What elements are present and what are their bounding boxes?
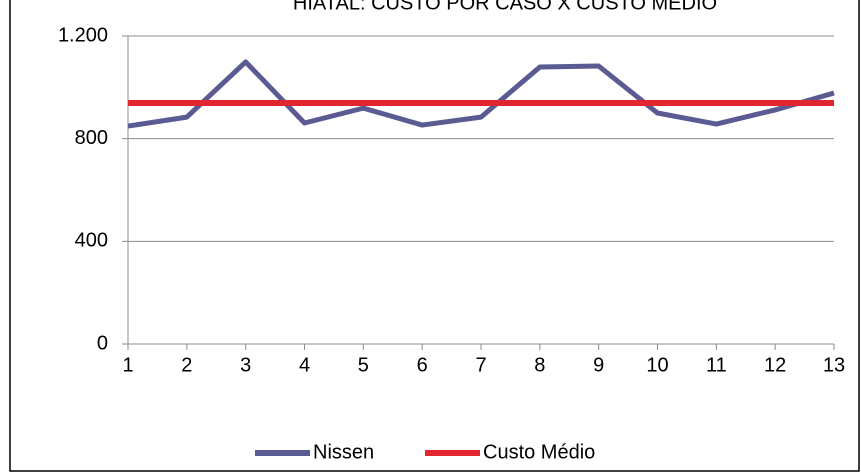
x-tick-label: 12 (764, 354, 786, 376)
x-tick-label: 7 (475, 354, 486, 376)
x-tick-label: 1 (122, 354, 133, 376)
y-tick-label: 400 (75, 230, 108, 252)
x-tick-label: 4 (299, 354, 310, 376)
x-tick-label: 2 (181, 354, 192, 376)
x-tick-label: 11 (706, 354, 727, 376)
x-tick-label: 8 (534, 354, 545, 376)
series-line (127, 59, 835, 129)
y-tick-label: 800 (75, 127, 108, 149)
x-tick-label: 10 (646, 354, 668, 376)
chart-title: HIATAL: CUSTO POR CASO X CUSTO MÉDIO (293, 0, 717, 14)
x-tick-label: 3 (240, 354, 251, 376)
chart-frame (9, 0, 860, 472)
x-tick-label: 6 (417, 354, 428, 376)
y-tick-label: 1.200 (58, 24, 108, 46)
legend-label: Nissen (313, 441, 374, 463)
legend-label: Custo Médio (483, 441, 595, 463)
x-tick-label: 9 (593, 354, 604, 376)
x-tick-label: 13 (823, 354, 845, 376)
y-tick-label: 0 (97, 332, 108, 354)
x-tick-label: 5 (358, 354, 369, 376)
